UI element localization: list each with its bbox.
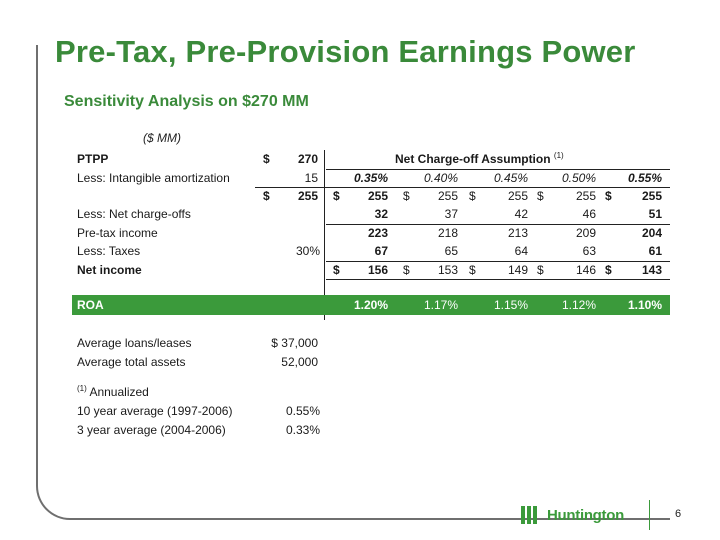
ptpp-label: PTPP <box>77 152 109 166</box>
avg10-value: 0.55% <box>285 404 320 418</box>
amortization-label: Less: Intangible amortization <box>77 171 230 185</box>
roa-label: ROA <box>77 298 104 312</box>
taxes-row: Less: Taxes 30% 67 65 64 63 61 <box>72 242 670 261</box>
taxes-cell: 67 <box>374 244 388 258</box>
taxes-cell: 65 <box>444 244 458 258</box>
subtotal-row: $ 255 $ 255 $ 255 $ 255 $ 255 $ 255 <box>72 187 670 206</box>
subtotal-base: 255 <box>297 189 318 203</box>
net-chargeoffs-label: Less: Net charge-offs <box>77 207 191 221</box>
amortization-base: 15 <box>304 171 318 185</box>
avg10-label: 10 year average (1997-2006) <box>77 404 233 418</box>
net-income-cell: 146 <box>575 263 596 277</box>
avg3-value: 0.33% <box>285 423 320 437</box>
subtotal-cell: 255 <box>641 189 662 203</box>
footnote-text: Annualized <box>89 385 149 399</box>
rate-cell: 0.45% <box>493 171 528 185</box>
rate-cell: 0.55% <box>627 171 662 185</box>
avg-loans-label: Average loans/leases <box>77 336 192 350</box>
taxes-cell: 61 <box>648 244 662 258</box>
roa-cell: 1.20% <box>353 298 388 312</box>
net-income-row: Net income $ 156 $ 153 $ 149 $ 146 $ 143 <box>72 261 670 280</box>
taxes-cell: 63 <box>582 244 596 258</box>
net-income-dollar: $ <box>605 263 612 277</box>
subtotal-dollar: $ <box>537 189 544 203</box>
pretax-cell: 204 <box>641 226 662 240</box>
net-income-cell: 143 <box>641 263 662 277</box>
net-chargeoffs-row: Less: Net charge-offs 32 37 42 46 51 <box>72 205 670 224</box>
avg3-label: 3 year average (2004-2006) <box>77 423 226 437</box>
assumption-header: Net Charge-off Assumption (1) <box>395 150 564 169</box>
avg-assets-label: Average total assets <box>77 355 186 369</box>
roa-row: ROA 1.20% 1.17% 1.15% 1.12% 1.10% <box>72 295 670 315</box>
slide-title: Pre-Tax, Pre-Provision Earnings Power <box>55 34 636 69</box>
brand-name: Huntington <box>547 506 624 524</box>
rate-cell: 0.50% <box>561 171 596 185</box>
slide-frame-left <box>36 45 38 485</box>
ptpp-value: 270 <box>297 152 318 166</box>
subtotal-dollar: $ <box>333 189 340 203</box>
rate-cell: 0.40% <box>423 171 458 185</box>
column-divider <box>324 150 325 320</box>
avg-assets-value: 52,000 <box>281 355 318 369</box>
huntington-logo: Huntington <box>521 505 624 525</box>
subtotal-dollar: $ <box>263 189 270 203</box>
ncos-cell: 37 <box>444 207 458 221</box>
ncos-rule <box>326 224 670 225</box>
avg-loans-value: $ 37,000 <box>271 336 318 350</box>
ptpp-row: PTPP $ 270 Net Charge-off Assumption (1) <box>72 150 670 169</box>
subtotal-cell: 255 <box>367 189 388 203</box>
taxes-rule <box>326 261 670 262</box>
net-income-rule <box>326 279 670 280</box>
footnote: (1) Annualized <box>77 384 149 400</box>
header-rule <box>326 169 670 170</box>
ncos-cell: 46 <box>582 207 596 221</box>
pretax-cell: 209 <box>575 226 596 240</box>
units-label: ($ MM) <box>143 131 181 145</box>
ncos-cell: 32 <box>374 207 388 221</box>
taxes-label: Less: Taxes <box>77 244 141 258</box>
pretax-label: Pre-tax income <box>77 226 158 240</box>
page-number: 6 <box>675 508 682 520</box>
net-income-label: Net income <box>77 263 142 277</box>
assumption-title: Net Charge-off Assumption <box>395 152 551 166</box>
subtotal-cell: 255 <box>507 189 528 203</box>
ncos-cell: 42 <box>514 207 528 221</box>
subtotal-cell: 255 <box>437 189 458 203</box>
logo-divider <box>649 500 650 530</box>
slide-subtitle: Sensitivity Analysis on $270 MM <box>64 93 309 110</box>
net-income-dollar: $ <box>333 263 340 277</box>
amortization-row: Less: Intangible amortization 15 0.35% 0… <box>72 169 670 188</box>
roa-cell: 1.12% <box>561 298 596 312</box>
pretax-cell: 223 <box>367 226 388 240</box>
subtotal-dollar: $ <box>469 189 476 203</box>
net-income-cell: 149 <box>507 263 528 277</box>
net-income-cell: 153 <box>437 263 458 277</box>
amortization-rule <box>255 187 670 188</box>
net-income-dollar: $ <box>537 263 544 277</box>
taxes-cell: 64 <box>514 244 528 258</box>
huntington-logo-icon <box>521 506 541 524</box>
roa-cell: 1.10% <box>627 298 662 312</box>
rate-cell: 0.35% <box>353 171 388 185</box>
footnote-marker: (1) <box>77 384 87 393</box>
net-income-cell: 156 <box>367 263 388 277</box>
pretax-cell: 218 <box>437 226 458 240</box>
roa-cell: 1.15% <box>493 298 528 312</box>
net-income-dollar: $ <box>403 263 410 277</box>
tax-rate: 30% <box>295 244 320 258</box>
roa-cell: 1.17% <box>423 298 458 312</box>
pretax-row: Pre-tax income 223 218 213 209 204 <box>72 224 670 243</box>
pretax-cell: 213 <box>507 226 528 240</box>
assumption-note: (1) <box>553 151 564 160</box>
subtotal-dollar: $ <box>605 189 612 203</box>
net-income-dollar: $ <box>469 263 476 277</box>
subtotal-dollar: $ <box>403 189 410 203</box>
ptpp-dollar: $ <box>263 152 270 166</box>
subtotal-cell: 255 <box>575 189 596 203</box>
ncos-cell: 51 <box>648 207 662 221</box>
